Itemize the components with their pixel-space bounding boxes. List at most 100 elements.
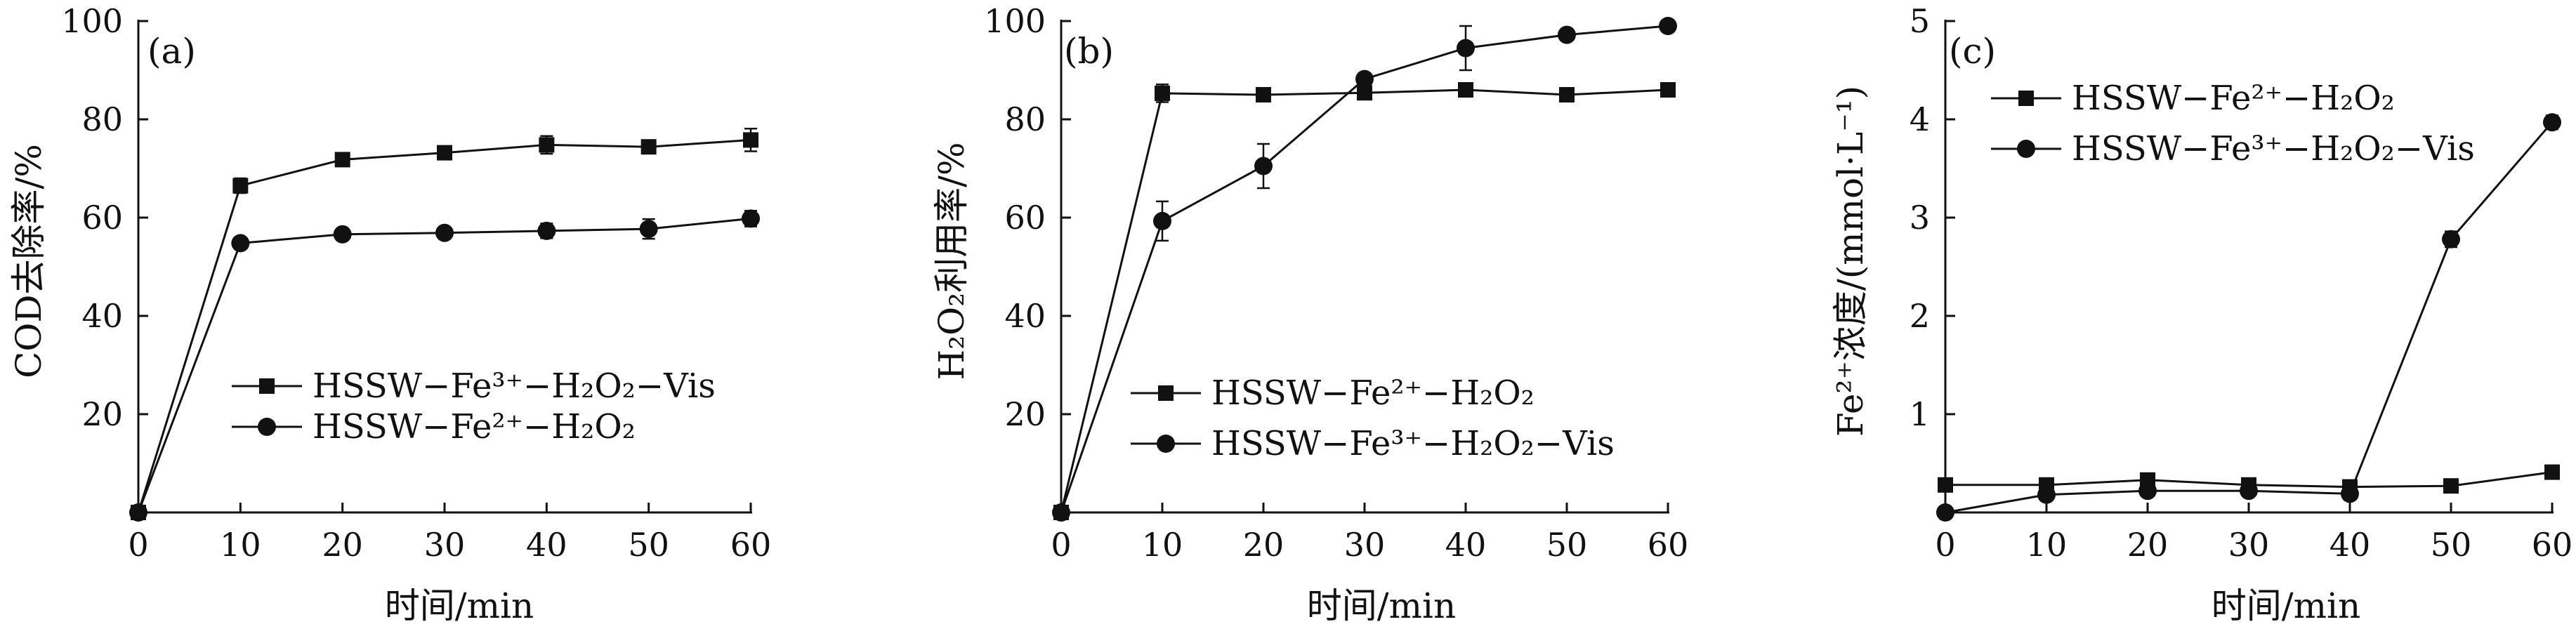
panel-b: (b) 0 10 20 30 40 50 60 20 40 60 80 100 时间/min H₂O₂…	[931, 2, 1688, 626]
y-tick-label: 100	[984, 2, 1046, 40]
x-tick-label: 50	[628, 526, 669, 564]
x-tick-label: 30	[1344, 526, 1386, 564]
panel-b-ylabel: H₂O₂利用率/%	[931, 142, 972, 380]
x-tick-label: 0	[1051, 526, 1071, 564]
data-point	[640, 139, 657, 155]
panel-a-xlabel: 时间/min	[385, 585, 534, 626]
y-tick-label: 5	[1910, 2, 1930, 40]
x-tick-label: 30	[424, 526, 466, 564]
data-point	[1256, 87, 1271, 102]
data-point	[231, 234, 250, 253]
legend-entry: HSSW−Fe³⁺−H₂O₂−Vis	[1131, 424, 1615, 463]
data-point	[437, 145, 452, 161]
data-point	[743, 132, 758, 148]
data-point	[1936, 503, 1954, 522]
x-tick-label: 40	[1445, 526, 1487, 564]
panel-c-legend: HSSW−Fe²⁺−H₂O₂ HSSW−Fe³⁺−H₂O₂−Vis	[1991, 79, 2475, 168]
series-line	[1945, 121, 2554, 514]
data-point	[1153, 211, 1171, 230]
series-line	[137, 138, 751, 513]
data-point	[742, 209, 760, 228]
x-tick-label: 0	[1935, 526, 1955, 564]
y-tick-label: 60	[1004, 199, 1046, 237]
x-tick-label: 40	[526, 526, 567, 564]
x-tick-label: 30	[2228, 526, 2270, 564]
y-tick-label: 60	[81, 199, 123, 237]
data-point	[1558, 25, 1576, 44]
x-tick-label: 50	[1546, 526, 1588, 564]
data-point	[2544, 464, 2560, 480]
legend-entry: HSSW−Fe²⁺−H₂O₂	[1991, 79, 2395, 118]
legend-marker	[2018, 91, 2034, 106]
x-tick-label: 0	[128, 526, 148, 564]
data-point	[2341, 484, 2359, 503]
data-point	[1938, 477, 1953, 493]
legend-entry: HSSW−Fe³⁺−H₂O₂−Vis	[232, 366, 716, 406]
y-tick-label: 80	[1004, 100, 1046, 138]
data-point	[539, 137, 555, 153]
data-point	[1458, 82, 1473, 98]
x-tick-label: 50	[2431, 526, 2472, 564]
y-tick-label: 80	[81, 100, 123, 138]
legend-marker	[259, 378, 275, 394]
data-point	[1660, 82, 1676, 98]
legend-entry: HSSW−Fe²⁺−H₂O₂	[232, 407, 636, 446]
data-point	[1052, 503, 1070, 522]
legend-entry: HSSW−Fe²⁺−H₂O₂	[1131, 373, 1535, 413]
legend-label: HSSW−Fe²⁺−H₂O₂	[313, 407, 636, 446]
legend-entry: HSSW−Fe³⁺−H₂O₂−Vis	[1991, 129, 2475, 168]
data-point	[2240, 482, 2258, 501]
panel-c-ylabel: Fe²⁺浓度/(mmol·L⁻¹)	[1830, 86, 1871, 437]
x-tick-label: 10	[2026, 526, 2068, 564]
legend-label: HSSW−Fe²⁺−H₂O₂	[1211, 373, 1535, 413]
data-point	[537, 221, 556, 240]
panel-a-label: (a)	[147, 31, 196, 72]
x-tick-label: 10	[220, 526, 261, 564]
legend-marker	[2017, 140, 2035, 158]
x-tick-label: 20	[2127, 526, 2169, 564]
data-point	[232, 178, 249, 194]
data-point	[1559, 87, 1575, 102]
y-tick-label: 20	[81, 395, 123, 433]
data-point	[2443, 478, 2459, 494]
y-tick-label: 40	[1004, 297, 1046, 335]
y-tick-label: 20	[1004, 395, 1046, 433]
x-tick-label: 60	[730, 526, 772, 564]
series-2	[1052, 17, 1677, 522]
y-tick-label: 100	[61, 2, 123, 40]
data-point	[333, 225, 352, 244]
x-tick-label: 20	[1243, 526, 1284, 564]
panel-c-plot: 0 10 20 30 40 50 60 1 2 3 4 5	[1910, 2, 2573, 564]
series-line	[137, 217, 751, 513]
data-point	[639, 220, 658, 239]
series-2	[1936, 113, 2561, 522]
data-point	[1355, 69, 1374, 88]
data-point	[1457, 39, 1475, 58]
series-1	[131, 128, 758, 520]
panel-b-label: (b)	[1064, 31, 1114, 72]
data-point	[129, 503, 147, 522]
legend-marker	[258, 418, 276, 436]
legend-label: HSSW−Fe³⁺−H₂O₂−Vis	[1211, 424, 1615, 463]
panel-a: (a) 0 10 20 30 40 50 60 20 40 60 80 100 时间/min COD去…	[8, 2, 771, 626]
panel-c: (c) 0 10 20 30 40 50 60 1 2 3 4 5 时间/min Fe²⁺浓度/(mm…	[1830, 2, 2572, 626]
y-tick-label: 1	[1910, 395, 1930, 433]
data-point	[435, 223, 454, 242]
data-point	[1254, 157, 1273, 175]
panel-a-ylabel: COD去除率/%	[8, 144, 49, 378]
y-tick-label: 2	[1910, 297, 1930, 335]
legend-marker	[1158, 385, 1174, 401]
panel-b-legend: HSSW−Fe²⁺−H₂O₂ HSSW−Fe³⁺−H₂O₂−Vis	[1131, 373, 1615, 463]
data-point	[1155, 85, 1170, 101]
x-tick-label: 10	[1142, 526, 1183, 564]
legend-marker	[1157, 435, 1175, 453]
legend-label: HSSW−Fe³⁺−H₂O₂−Vis	[2072, 129, 2475, 168]
x-tick-label: 60	[1648, 526, 1689, 564]
panel-a-plot: 0 10 20 30 40 50 60 20 40 60 80 100	[61, 2, 771, 564]
data-point	[1357, 85, 1372, 101]
data-point	[334, 152, 350, 168]
x-tick-label: 40	[2329, 526, 2371, 564]
y-tick-label: 3	[1910, 199, 1930, 237]
